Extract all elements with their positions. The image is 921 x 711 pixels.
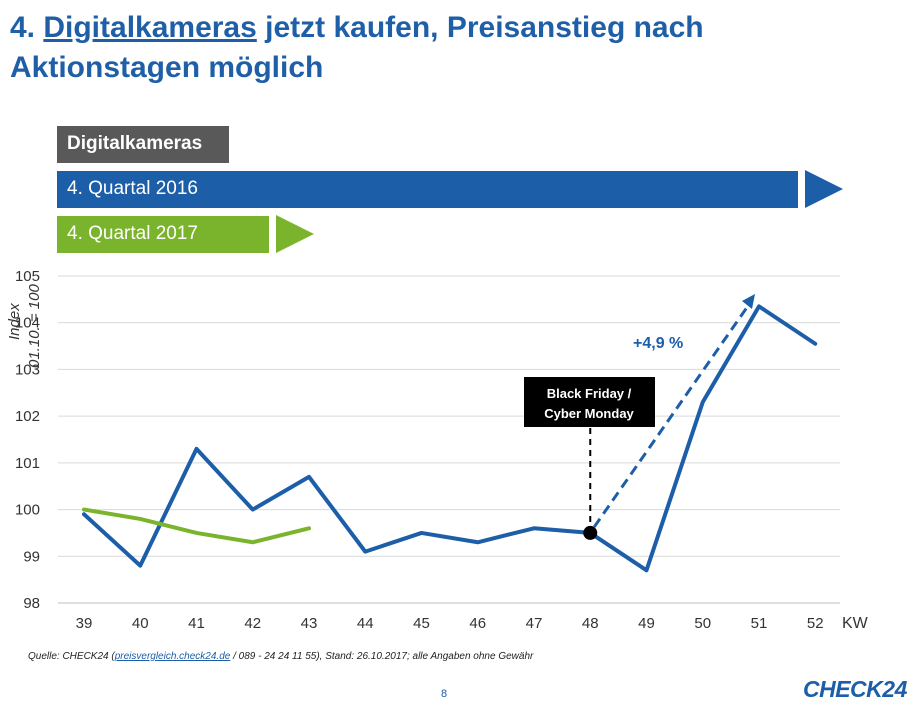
- y-tick-label: 100: [15, 502, 40, 519]
- x-tick-label: 50: [694, 615, 711, 632]
- x-tick-label: 42: [244, 615, 261, 632]
- black-friday-marker: [583, 525, 598, 540]
- x-tick-label: 41: [188, 615, 205, 632]
- page-number: 8: [441, 688, 448, 700]
- x-tick-label: 51: [751, 615, 768, 632]
- legend-2016-arrow-icon: [805, 170, 843, 208]
- x-tick-label: 39: [76, 615, 93, 632]
- y-tick-label: 99: [23, 548, 40, 565]
- check24-logo: CHECK24: [803, 676, 907, 702]
- y-tick-label: 98: [23, 595, 40, 612]
- black-friday-label-line1: Black Friday /: [547, 386, 632, 401]
- y-tick-label: 105: [15, 268, 40, 285]
- series-line-2016: [82, 304, 818, 573]
- source-note: Quelle: CHECK24 (preisvergleich.check24.…: [28, 651, 534, 662]
- legend-2017-arrow-icon: [276, 215, 314, 253]
- title-highlight: Digitalkameras: [43, 11, 257, 44]
- increase-arrow-head-icon: [742, 294, 755, 310]
- series-line-2017: [82, 507, 311, 545]
- source-link[interactable]: preisvergleich.check24.de: [114, 651, 231, 662]
- x-axis-label: KW: [842, 615, 869, 632]
- x-tick-label: 43: [301, 615, 318, 632]
- legend-2017: 4. Quartal 2017: [57, 216, 269, 253]
- black-friday-label-line2: Cyber Monday: [544, 406, 634, 421]
- black-friday-label-box: [524, 377, 655, 427]
- y-tick-label: 103: [15, 361, 40, 378]
- y-tick-label: 102: [15, 408, 40, 425]
- x-tick-label: 48: [582, 615, 599, 632]
- category-label: Digitalkameras: [57, 126, 229, 163]
- legend-2016: 4. Quartal 2016: [57, 171, 798, 208]
- x-tick-label: 45: [413, 615, 430, 632]
- x-tick-label: 40: [132, 615, 149, 632]
- page-title: 4. Digitalkameras jetzt kaufen, Preisans…: [10, 11, 704, 84]
- y-tick-label: 101: [15, 455, 40, 472]
- y-tick-label: 104: [15, 315, 40, 332]
- x-tick-label: 52: [807, 615, 824, 632]
- increase-label: +4,9 %: [633, 335, 683, 352]
- increase-arrow-line: [593, 302, 752, 528]
- x-tick-label: 47: [526, 615, 543, 632]
- x-tick-label: 49: [638, 615, 655, 632]
- x-tick-label: 44: [357, 615, 374, 632]
- x-tick-label: 46: [469, 615, 486, 632]
